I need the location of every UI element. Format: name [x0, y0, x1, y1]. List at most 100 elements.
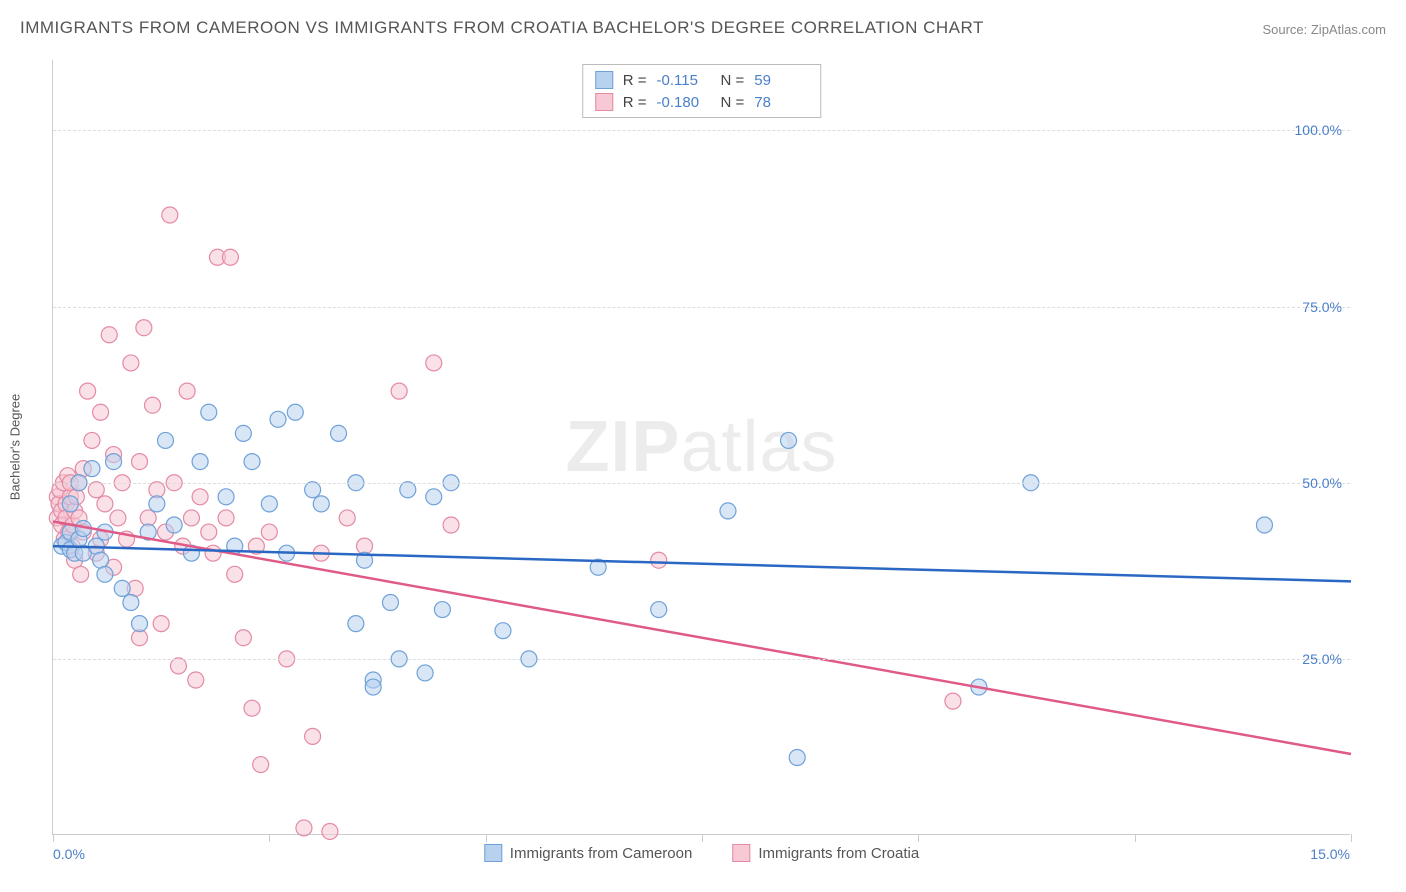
- data-point: [313, 496, 329, 512]
- data-point: [235, 630, 251, 646]
- legend-stats-row: R = -0.180 N = 78: [591, 91, 813, 113]
- data-layer: [53, 60, 1350, 834]
- y-tick-label: 50.0%: [1302, 475, 1342, 491]
- data-point: [179, 383, 195, 399]
- data-point: [339, 510, 355, 526]
- legend-swatch: [732, 844, 750, 862]
- x-tick: [1351, 834, 1352, 842]
- data-point: [651, 552, 667, 568]
- data-point: [218, 489, 234, 505]
- data-point: [789, 750, 805, 766]
- legend-stats-row: R = -0.115 N = 59: [591, 69, 813, 91]
- data-point: [495, 623, 511, 639]
- legend-stats: R = -0.115 N = 59 R = -0.180 N = 78: [582, 64, 822, 118]
- x-tick: [1135, 834, 1136, 842]
- data-point: [391, 383, 407, 399]
- legend-swatch: [595, 93, 613, 111]
- data-point: [945, 693, 961, 709]
- data-point: [443, 517, 459, 533]
- data-point: [331, 425, 347, 441]
- data-point: [781, 432, 797, 448]
- data-point: [720, 503, 736, 519]
- legend-series-item: Immigrants from Cameroon: [484, 844, 693, 862]
- data-point: [287, 404, 303, 420]
- y-tick-label: 75.0%: [1302, 299, 1342, 315]
- data-point: [123, 355, 139, 371]
- chart-title: IMMIGRANTS FROM CAMEROON VS IMMIGRANTS F…: [20, 18, 984, 38]
- data-point: [426, 355, 442, 371]
- data-point: [62, 496, 78, 512]
- data-point: [84, 432, 100, 448]
- y-tick-label: 100.0%: [1295, 122, 1342, 138]
- data-point: [132, 454, 148, 470]
- gridline: [53, 483, 1350, 484]
- y-axis-title: Bachelor's Degree: [8, 394, 23, 501]
- data-point: [305, 728, 321, 744]
- data-point: [261, 524, 277, 540]
- data-point: [80, 383, 96, 399]
- data-point: [244, 454, 260, 470]
- data-point: [93, 404, 109, 420]
- stat-n-value: 59: [754, 72, 808, 89]
- gridline: [53, 659, 1350, 660]
- data-point: [434, 602, 450, 618]
- source-label: Source: ZipAtlas.com: [1262, 22, 1386, 37]
- data-point: [296, 820, 312, 836]
- data-point: [322, 823, 338, 839]
- x-tick: [918, 834, 919, 842]
- legend-series-item: Immigrants from Croatia: [732, 844, 919, 862]
- data-point: [400, 482, 416, 498]
- data-point: [382, 595, 398, 611]
- y-tick-label: 25.0%: [1302, 651, 1342, 667]
- data-point: [205, 545, 221, 561]
- data-point: [188, 672, 204, 688]
- data-point: [1256, 517, 1272, 533]
- data-point: [110, 510, 126, 526]
- data-point: [157, 432, 173, 448]
- data-point: [123, 595, 139, 611]
- data-point: [73, 566, 89, 582]
- data-point: [88, 482, 104, 498]
- stat-n-label: N =: [721, 72, 745, 89]
- legend-swatch: [484, 844, 502, 862]
- data-point: [426, 489, 442, 505]
- x-tick: [53, 834, 54, 842]
- data-point: [149, 496, 165, 512]
- data-point: [106, 454, 122, 470]
- data-point: [132, 616, 148, 632]
- stat-n-label: N =: [721, 94, 745, 111]
- stat-r-value: -0.115: [657, 72, 711, 89]
- legend-series: Immigrants from Cameroon Immigrants from …: [484, 844, 919, 862]
- data-point: [114, 580, 130, 596]
- data-point: [227, 566, 243, 582]
- data-point: [97, 496, 113, 512]
- data-point: [417, 665, 433, 681]
- data-point: [348, 616, 364, 632]
- data-point: [145, 397, 161, 413]
- x-tick: [269, 834, 270, 842]
- data-point: [97, 566, 113, 582]
- data-point: [244, 700, 260, 716]
- data-point: [270, 411, 286, 427]
- data-point: [235, 425, 251, 441]
- data-point: [166, 517, 182, 533]
- data-point: [222, 249, 238, 265]
- data-point: [651, 602, 667, 618]
- data-point: [192, 489, 208, 505]
- stat-r-value: -0.180: [657, 94, 711, 111]
- plot-area: Bachelor's Degree ZIPatlas R =-0.115N =5…: [52, 60, 1350, 835]
- data-point: [253, 757, 269, 773]
- x-axis-max-label: 15.0%: [1310, 846, 1350, 862]
- gridline: [53, 130, 1350, 131]
- data-point: [201, 404, 217, 420]
- data-point: [101, 327, 117, 343]
- data-point: [218, 510, 234, 526]
- data-point: [162, 207, 178, 223]
- data-point: [136, 320, 152, 336]
- data-point: [153, 616, 169, 632]
- stat-r-label: R =: [623, 72, 647, 89]
- stat-r-label: R =: [623, 94, 647, 111]
- data-point: [84, 461, 100, 477]
- legend-swatch: [595, 71, 613, 89]
- stat-n-value: 78: [754, 94, 808, 111]
